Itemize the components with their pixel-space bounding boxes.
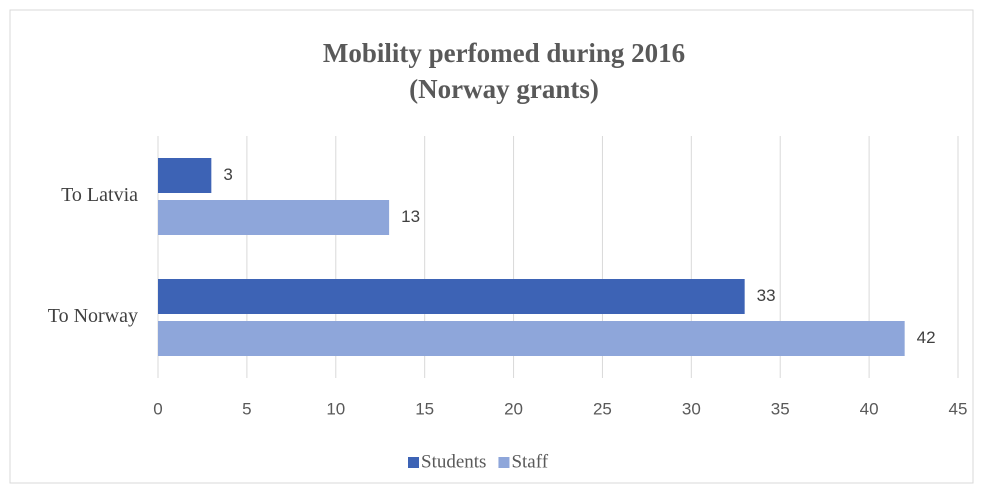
chart-title: Mobility perfomed during 2016 xyxy=(323,38,685,68)
x-tick-label: 15 xyxy=(415,399,434,418)
legend-swatch xyxy=(498,457,510,468)
data-label: 3 xyxy=(223,165,232,184)
bar xyxy=(158,279,745,314)
x-tick-label: 45 xyxy=(949,399,968,418)
data-label: 13 xyxy=(401,207,420,226)
legend-swatch xyxy=(408,457,419,468)
y-tick-label: To Norway xyxy=(48,305,138,327)
legend-label: Staff xyxy=(511,451,548,472)
legend-label: Students xyxy=(421,451,486,472)
data-label: 33 xyxy=(757,286,776,305)
y-tick-label: To Latvia xyxy=(61,184,138,206)
x-tick-label: 40 xyxy=(860,399,879,418)
x-tick-label: 20 xyxy=(504,399,523,418)
x-tick-label: 35 xyxy=(771,399,790,418)
x-tick-label: 30 xyxy=(682,399,701,418)
data-label: 42 xyxy=(917,328,936,347)
chart-frame xyxy=(9,9,974,484)
x-tick-label: 5 xyxy=(242,399,251,418)
bar xyxy=(158,158,212,193)
x-tick-label: 0 xyxy=(153,399,162,418)
bar xyxy=(158,200,390,235)
x-tick-label: 25 xyxy=(593,399,612,418)
chart-subtitle: (Norway grants) xyxy=(409,74,599,104)
x-tick-label: 10 xyxy=(326,399,345,418)
bar xyxy=(158,321,905,356)
